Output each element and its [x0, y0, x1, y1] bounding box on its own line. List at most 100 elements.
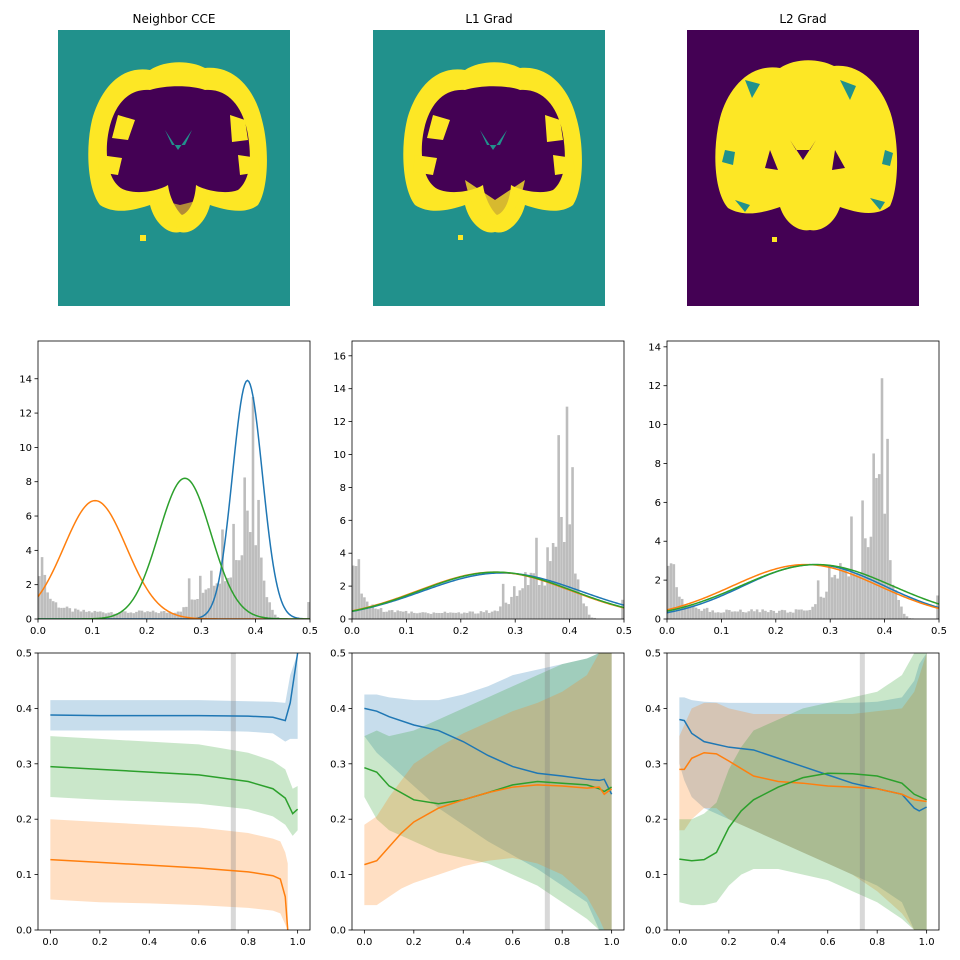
histogram-bar — [107, 612, 110, 619]
histogram-bar — [235, 560, 238, 619]
y-tick-label: 0 — [655, 615, 661, 626]
plot-panel-4: 0.0 0.2 0.4 0.6 0.8 1.0 0.0 0.1 0.2 0.3 0.4 0.5 — [16, 649, 311, 948]
histogram-bar — [410, 611, 413, 619]
confidence-band-orange — [50, 819, 288, 930]
axes-frame — [37, 652, 311, 931]
histogram-bar — [190, 599, 194, 619]
histogram-bar — [524, 572, 527, 619]
histogram-bar — [686, 605, 690, 619]
histogram-bar — [515, 595, 519, 619]
x-tick-label: 0.0 — [42, 937, 58, 948]
histogram-bar — [778, 610, 781, 619]
gaussian-curve-orange — [38, 499, 310, 619]
image-panel-neighbor-cce: Neighbor CCE — [58, 12, 290, 306]
histogram-bar — [766, 612, 770, 619]
confidence-band-blue — [679, 653, 927, 930]
histogram-bar — [101, 612, 105, 619]
histogram-bar — [174, 612, 177, 619]
y-tick-label: 8 — [26, 477, 32, 488]
y-tick-label: 0.0 — [16, 926, 32, 937]
x-tick-label: 0.2 — [721, 937, 737, 948]
y-tick-label: 0.1 — [16, 870, 32, 881]
confidence-band-blue — [364, 653, 612, 930]
y-tick-label: 0.0 — [330, 926, 346, 937]
histogram-bar — [725, 609, 728, 619]
histogram-bar — [60, 607, 63, 619]
histogram-bar — [374, 608, 377, 619]
y-tick-label: 2 — [655, 576, 661, 587]
plot-area — [364, 653, 613, 930]
histogram-bar — [385, 611, 388, 619]
x-tick-label: 1.0 — [290, 937, 306, 948]
histogram-bar — [451, 612, 455, 619]
x-tick-label: 0.0 — [356, 937, 372, 948]
histogram-bar — [582, 603, 585, 619]
y-tick-label: 0.5 — [16, 649, 32, 660]
x-tick-label: 0.6 — [191, 937, 207, 948]
plot-area — [352, 406, 624, 619]
histogram-bar — [667, 565, 670, 619]
histogram-bar — [672, 564, 676, 619]
histogram-bar — [886, 438, 889, 619]
histogram-bar — [265, 597, 269, 619]
confidence-band-orange — [364, 653, 612, 930]
histogram-bar — [549, 561, 552, 619]
x-tick-label: 1.0 — [604, 937, 620, 948]
histogram-bar — [51, 601, 55, 619]
histogram-bar — [750, 609, 753, 619]
histogram-bar — [229, 577, 233, 619]
y-tick-label: 0.2 — [16, 815, 32, 826]
histogram-bar — [143, 612, 147, 619]
histogram-bar — [260, 557, 263, 619]
histogram-bar — [864, 538, 867, 619]
histogram-bar — [457, 612, 461, 619]
threshold-vline — [230, 653, 236, 930]
x-tick-label: 0.3 — [822, 626, 838, 637]
histogram-bar — [905, 616, 909, 619]
x-tick-label: 0.2 — [139, 626, 155, 637]
histogram-bar — [694, 607, 698, 619]
histogram-bar — [49, 598, 52, 619]
histogram-bar — [468, 611, 472, 619]
x-tick-label: 0.1 — [84, 626, 100, 637]
plot-area — [38, 379, 310, 619]
histogram-bar — [90, 612, 94, 619]
x-tick-label: 0.2 — [406, 937, 422, 948]
histogram-bar — [399, 611, 402, 619]
histogram-bar — [719, 612, 723, 619]
histogram-bar — [223, 581, 227, 619]
histogram-bar — [376, 609, 380, 619]
axes-frame — [351, 652, 625, 931]
histogram-bar — [204, 589, 208, 619]
x-tick-label: 0.4 — [877, 626, 893, 637]
histogram-bar — [85, 611, 88, 619]
histogram-bar — [894, 590, 898, 619]
y-tick-label: 0.3 — [645, 759, 661, 770]
histogram-bar — [226, 577, 230, 619]
y-tick-label: 4 — [340, 549, 346, 560]
histogram-bar — [769, 610, 773, 619]
x-tick-label: 0.4 — [248, 626, 264, 637]
image-title-l2-grad: L2 Grad — [779, 12, 826, 26]
y-tick-label: 8 — [340, 483, 346, 494]
histogram-bar — [877, 474, 881, 619]
x-tick-label: 0.8 — [240, 937, 256, 948]
y-tick-label: 0.4 — [330, 704, 346, 715]
histogram-bar — [429, 613, 433, 619]
plot-area — [679, 653, 927, 930]
histogram-bar — [833, 574, 837, 619]
histogram-bar — [96, 611, 99, 619]
y-tick-label: 0.2 — [330, 815, 346, 826]
histogram-bar — [739, 609, 742, 619]
histogram-bar — [57, 607, 61, 619]
histogram-bar — [897, 599, 900, 619]
histogram-bar — [700, 610, 703, 619]
histogram-bar — [490, 611, 494, 619]
histogram-bar — [251, 396, 255, 619]
histogram-bar — [421, 612, 424, 619]
histogram-bar — [82, 609, 85, 619]
histogram-bar — [585, 606, 588, 619]
x-tick-label: 0.3 — [193, 626, 209, 637]
histogram-bar — [115, 613, 119, 619]
